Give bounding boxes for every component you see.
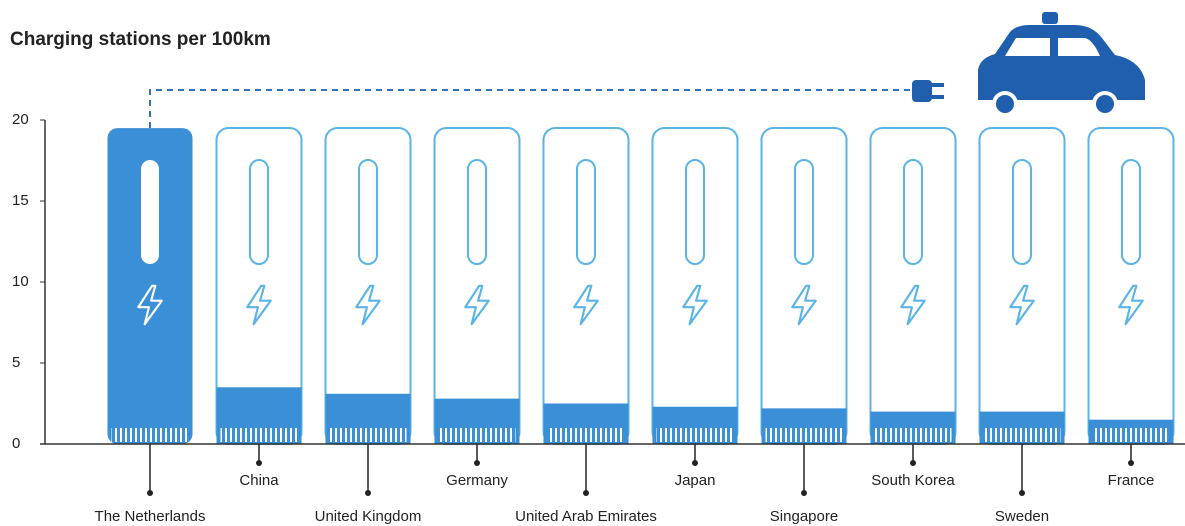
bolt-icon: [682, 284, 708, 326]
bar-stripes: [547, 428, 625, 442]
label-dot: [692, 460, 698, 466]
bar-stripes: [111, 428, 189, 442]
x-tick-label: Sweden: [995, 508, 1049, 525]
bolt-icon: [246, 284, 272, 326]
bolt-icon: [1118, 284, 1144, 326]
y-tick-label: 5: [12, 354, 20, 371]
station-slot: [794, 159, 814, 265]
station-outline: [760, 127, 848, 445]
x-tick-label: France: [1108, 472, 1155, 489]
x-tick-label: The Netherlands: [95, 508, 206, 525]
label-dot: [365, 490, 371, 496]
x-tick-label: South Korea: [871, 472, 955, 489]
label-dot: [256, 460, 262, 466]
bar-stripes: [329, 428, 407, 442]
plug-icon: [912, 80, 944, 102]
bolt-icon: [1009, 284, 1035, 326]
bar-stripes: [220, 428, 298, 442]
bar-stripes: [438, 428, 516, 442]
y-tick-label: 20: [12, 111, 29, 128]
bar-stripes: [874, 428, 952, 442]
station-slot: [358, 159, 378, 265]
label-dot: [474, 460, 480, 466]
car-icon: [978, 12, 1145, 117]
bar-stripes: [1092, 428, 1170, 442]
bar-stripes: [765, 428, 843, 442]
station-outline: [1087, 127, 1175, 445]
station-outline: [542, 127, 630, 445]
station-slot: [141, 160, 159, 264]
x-tick-label: United Arab Emirates: [515, 508, 657, 525]
station-outline: [869, 127, 957, 445]
y-tick-label: 10: [12, 273, 29, 290]
bar: [107, 128, 193, 444]
station-slot: [1012, 159, 1032, 265]
station-slot: [576, 159, 596, 265]
label-dot: [147, 490, 153, 496]
bolt-icon: [791, 284, 817, 326]
station-slot: [1121, 159, 1141, 265]
station-slot: [685, 159, 705, 265]
station-slot: [467, 159, 487, 265]
bolt-icon: [464, 284, 490, 326]
x-tick-label: United Kingdom: [315, 508, 422, 525]
bolt-icon: [573, 284, 599, 326]
station-slot: [903, 159, 923, 265]
connector-line: [149, 89, 912, 128]
y-tick-label: 15: [12, 192, 29, 209]
chart-title: Charging stations per 100km: [10, 29, 271, 50]
bar-stripes: [656, 428, 734, 442]
x-tick-label: Germany: [446, 472, 508, 489]
x-tick-label: Singapore: [770, 508, 838, 525]
label-dot: [910, 460, 916, 466]
bolt-icon: [900, 284, 926, 326]
label-dot: [1019, 490, 1025, 496]
station-slot: [249, 159, 269, 265]
bar-stripes: [983, 428, 1061, 442]
x-tick-label: China: [239, 472, 279, 489]
label-dot: [801, 490, 807, 496]
station-outline: [433, 127, 521, 445]
station-outline: [651, 127, 739, 445]
bolt-icon: [355, 284, 381, 326]
y-tick-label: 0: [12, 435, 20, 452]
label-dot: [583, 490, 589, 496]
station-outline: [978, 127, 1066, 445]
plot-area: 0 5 10 15 20 The Netherlands China United Kingd…: [12, 111, 1175, 525]
label-dot: [1128, 460, 1134, 466]
x-tick-label: Japan: [675, 472, 716, 489]
